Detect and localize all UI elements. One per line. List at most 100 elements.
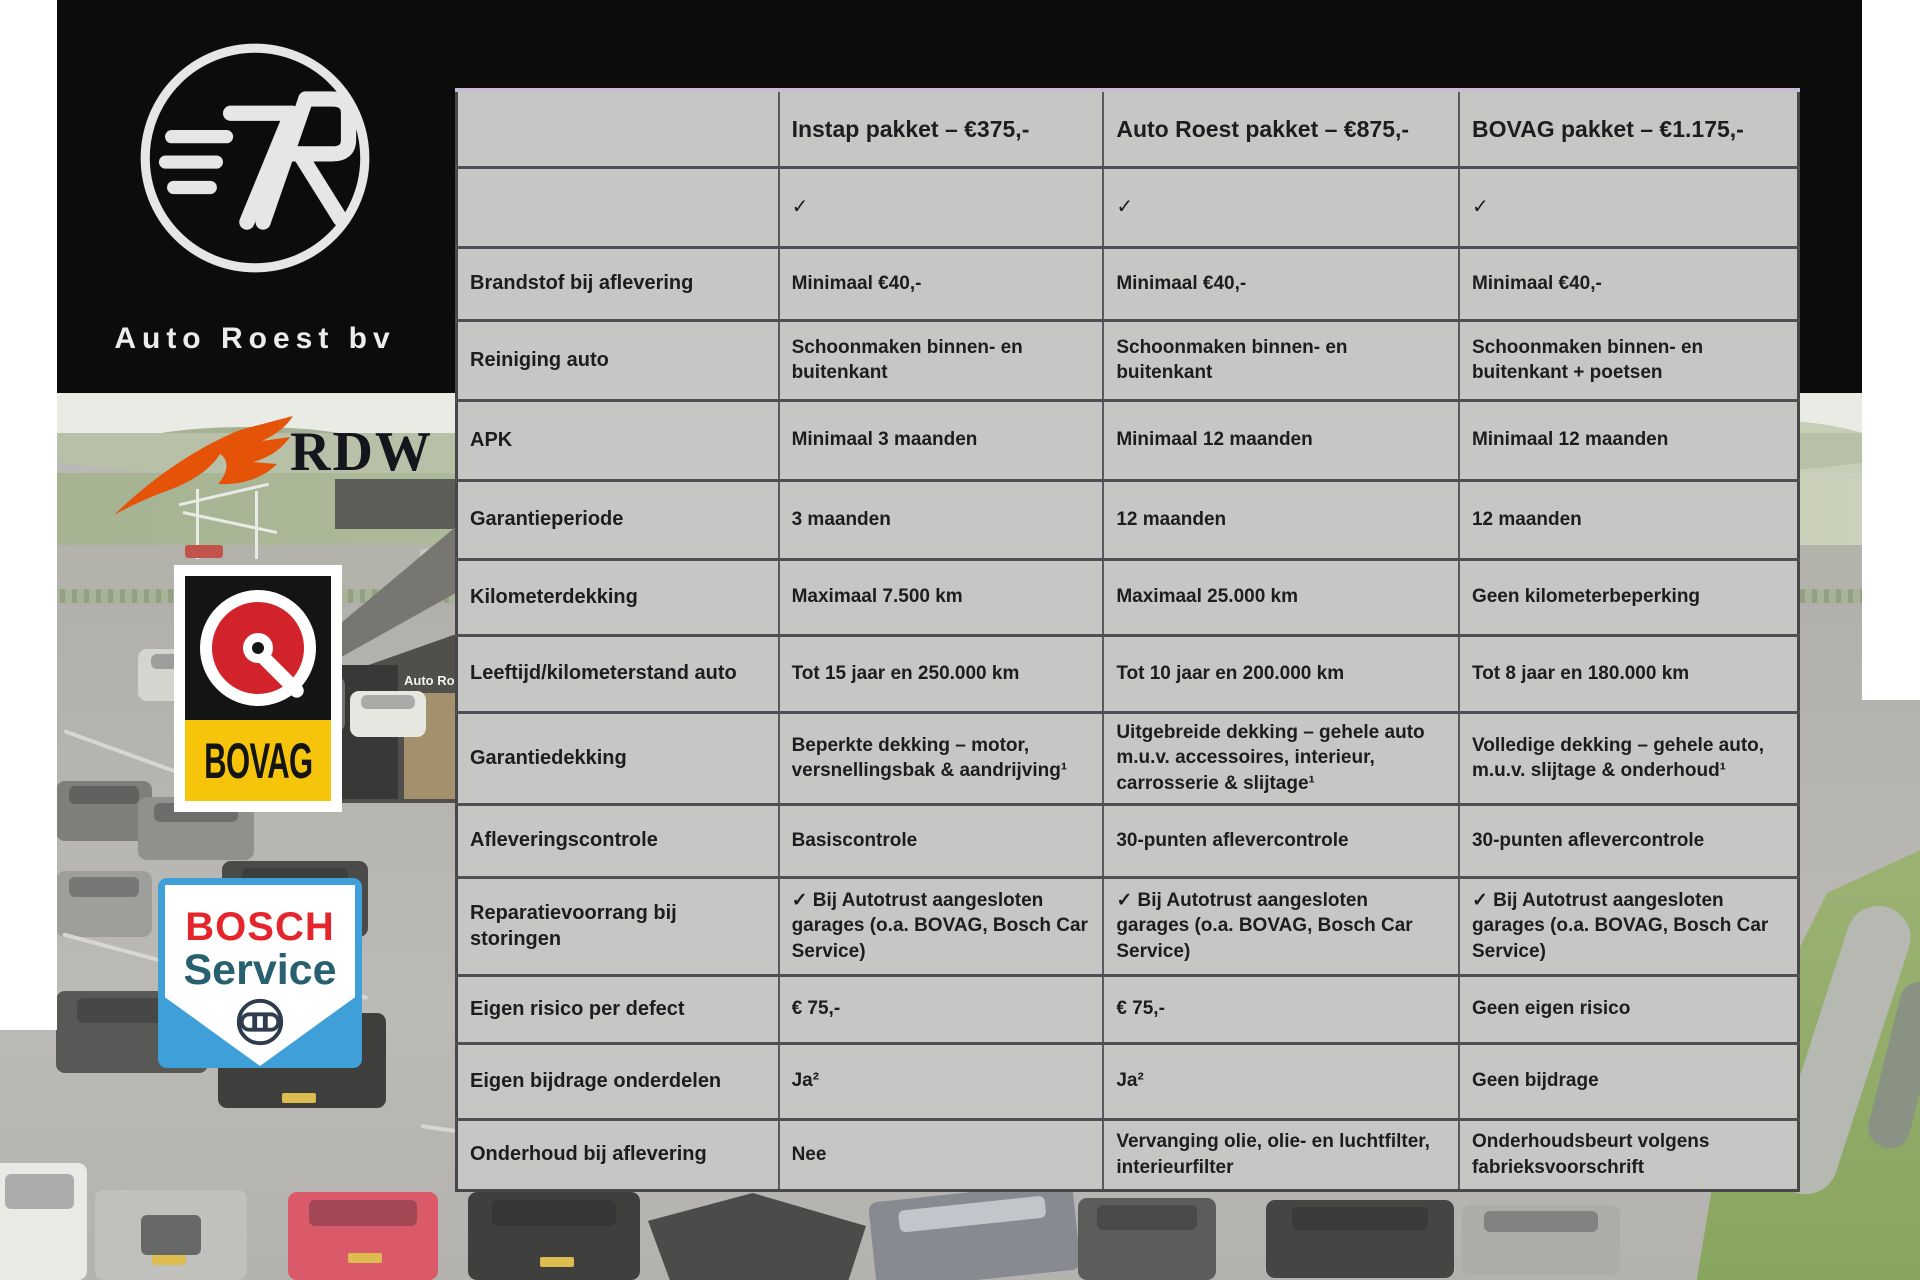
cell-bovag: Onderhoudsbeurt volgens fabrieksvoorschr…: [1457, 1117, 1800, 1191]
cell-instap: € 75,-: [777, 973, 1105, 1044]
cell-instap: Tot 15 jaar en 250.000 km: [777, 633, 1105, 713]
parked-car-silver: [95, 1190, 247, 1280]
building-sign: Auto Ro: [404, 673, 455, 688]
table-row-onderhoud: Onderhoud bij aflevering Nee Vervanging …: [455, 1117, 1800, 1191]
parked-car: [1266, 1200, 1454, 1278]
brand-name: Auto Roest bv: [114, 322, 396, 355]
table-row-eigen-risico: Eigen risico per defect € 75,- € 75,- Ge…: [455, 973, 1800, 1044]
cell-instap: Schoonmaken binnen- en buitenkant: [777, 318, 1105, 401]
row-label: Onderhoud bij aflevering: [455, 1117, 780, 1191]
row-label: Afleveringscontrole: [455, 802, 780, 878]
canopy-structure: [255, 491, 258, 559]
parked-car-white: [0, 1163, 87, 1280]
cell-bovag: 12 maanden: [1457, 478, 1800, 560]
table-row-reiniging: Reiniging auto Schoonmaken binnen- en bu…: [455, 318, 1800, 401]
header-blank: [455, 88, 780, 168]
parked-car: [350, 691, 426, 737]
cell-roest: Vervanging olie, olie- en luchtfilter, i…: [1102, 1117, 1460, 1191]
rdw-logo: RDW: [112, 412, 431, 522]
parked-car: [1078, 1198, 1216, 1280]
check-cell: ✓: [777, 165, 1105, 248]
parked-car-red: [288, 1192, 438, 1280]
cell-instap: 3 maanden: [777, 478, 1105, 560]
bosch-service-label: Service: [183, 946, 337, 994]
table-row-included: ✓ ✓ ✓: [455, 165, 1800, 248]
cell-bovag: Tot 8 jaar en 180.000 km: [1457, 633, 1800, 713]
bovag-emblem: [185, 576, 331, 720]
row-label: Kilometerdekking: [455, 557, 780, 636]
row-label: Eigen bijdrage onderdelen: [455, 1041, 780, 1120]
parked-car: [56, 871, 152, 937]
dealership-building: [335, 479, 465, 529]
cell-instap: Maximaal 7.500 km: [777, 557, 1105, 636]
table-row-leeftijd: Leeftijd/kilometerstand auto Tot 15 jaar…: [455, 633, 1800, 713]
bovag-key-icon: [243, 633, 273, 663]
table-row-apk: APK Minimaal 3 maanden Minimaal 12 maand…: [455, 398, 1800, 481]
cell-roest: Uitgebreide dekking – gehele auto m.u.v.…: [1102, 710, 1460, 805]
cell-bovag: Volledige dekking – gehele auto, m.u.v. …: [1457, 710, 1800, 805]
cell-roest: Schoonmaken binnen- en buitenkant: [1102, 318, 1460, 401]
auto-roest-7r-logo-icon: [140, 43, 370, 273]
cell-roest: Tot 10 jaar en 200.000 km: [1102, 633, 1460, 713]
cell-bovag: Geen kilometerbeperking: [1457, 557, 1800, 636]
table-row-eigen-bijdrage: Eigen bijdrage onderdelen Ja² Ja² Geen b…: [455, 1041, 1800, 1120]
row-label: [455, 165, 780, 248]
cell-bovag: Minimaal 12 maanden: [1457, 398, 1800, 481]
table-row-reparatievoorrang: Reparatievoorrang bij storingen ✓ Bij Au…: [455, 875, 1800, 976]
cell-roest: Minimaal 12 maanden: [1102, 398, 1460, 481]
row-label: APK: [455, 398, 780, 481]
cell-instap: Beperkte dekking – motor, versnellingsba…: [777, 710, 1105, 805]
table-row-brandstof: Brandstof bij aflevering Minimaal €40,- …: [455, 245, 1800, 321]
license-plate: [540, 1257, 574, 1267]
table-row-garantieperiode: Garantieperiode 3 maanden 12 maanden 12 …: [455, 478, 1800, 560]
bosch-wordmark: BOSCH: [185, 905, 335, 949]
cell-bovag: Geen bijdrage: [1457, 1041, 1800, 1120]
license-plate: [152, 1255, 186, 1265]
check-cell: ✓: [1102, 165, 1460, 248]
cell-roest: € 75,-: [1102, 973, 1460, 1044]
cell-bovag: 30-punten aflevercontrole: [1457, 802, 1800, 878]
canopy-structure: [196, 489, 199, 559]
rdw-wordmark: RDW: [290, 421, 433, 483]
header-bovag-pakket: BOVAG pakket – €1.175,-: [1457, 88, 1800, 168]
cell-bovag: ✓ Bij Autotrust aangesloten garages (o.a…: [1457, 875, 1800, 976]
bosch-shield: BOSCH Service: [165, 885, 355, 1066]
license-plate: [282, 1093, 316, 1103]
cell-instap: Ja²: [777, 1041, 1105, 1120]
cell-bovag: Geen eigen risico: [1457, 973, 1800, 1044]
row-label: Leeftijd/kilometerstand auto: [455, 633, 780, 713]
highway-car: [185, 545, 223, 558]
cell-roest: ✓ Bij Autotrust aangesloten garages (o.a…: [1102, 875, 1460, 976]
parked-car: [56, 781, 152, 841]
bovag-banner: BOVAG: [185, 720, 331, 801]
row-label: Brandstof bij aflevering: [455, 245, 780, 321]
cell-instap: ✓ Bij Autotrust aangesloten garages (o.a…: [777, 875, 1105, 976]
cell-roest: Maximaal 25.000 km: [1102, 557, 1460, 636]
header-auto-roest-pakket: Auto Roest pakket – €875,-: [1102, 88, 1460, 168]
cell-instap: Nee: [777, 1117, 1105, 1191]
parked-car-black: [468, 1192, 640, 1280]
table-header-row: Instap pakket – €375,- Auto Roest pakket…: [455, 88, 1800, 168]
cell-instap: Minimaal 3 maanden: [777, 398, 1105, 481]
row-label: Garantiedekking: [455, 710, 780, 805]
cell-roest: 12 maanden: [1102, 478, 1460, 560]
cell-roest: Ja²: [1102, 1041, 1460, 1120]
cell-instap: Minimaal €40,-: [777, 245, 1105, 321]
bovag-wordmark: BOVAG: [203, 732, 313, 789]
row-label: Reparatievoorrang bij storingen: [455, 875, 780, 976]
license-plate: [348, 1253, 382, 1263]
cell-instap: Basiscontrole: [777, 802, 1105, 878]
header-instap-pakket: Instap pakket – €375,-: [777, 88, 1105, 168]
cell-bovag: Schoonmaken binnen- en buitenkant + poet…: [1457, 318, 1800, 401]
table-row-kilometerdekking: Kilometerdekking Maximaal 7.500 km Maxim…: [455, 557, 1800, 636]
table-row-garantiedekking: Garantiedekking Beperkte dekking – motor…: [455, 710, 1800, 805]
row-label: Eigen risico per defect: [455, 973, 780, 1044]
cell-roest: 30-punten aflevercontrole: [1102, 802, 1460, 878]
right-margin: [1862, 0, 1920, 700]
rdw-swoosh-icon: [114, 416, 293, 515]
parked-car: [1462, 1205, 1620, 1275]
table-row-afleveringscontrole: Afleveringscontrole Basiscontrole 30-pun…: [455, 802, 1800, 878]
package-comparison-table: Instap pakket – €375,- Auto Roest pakket…: [455, 88, 1800, 1192]
bovag-logo: BOVAG: [174, 565, 342, 812]
